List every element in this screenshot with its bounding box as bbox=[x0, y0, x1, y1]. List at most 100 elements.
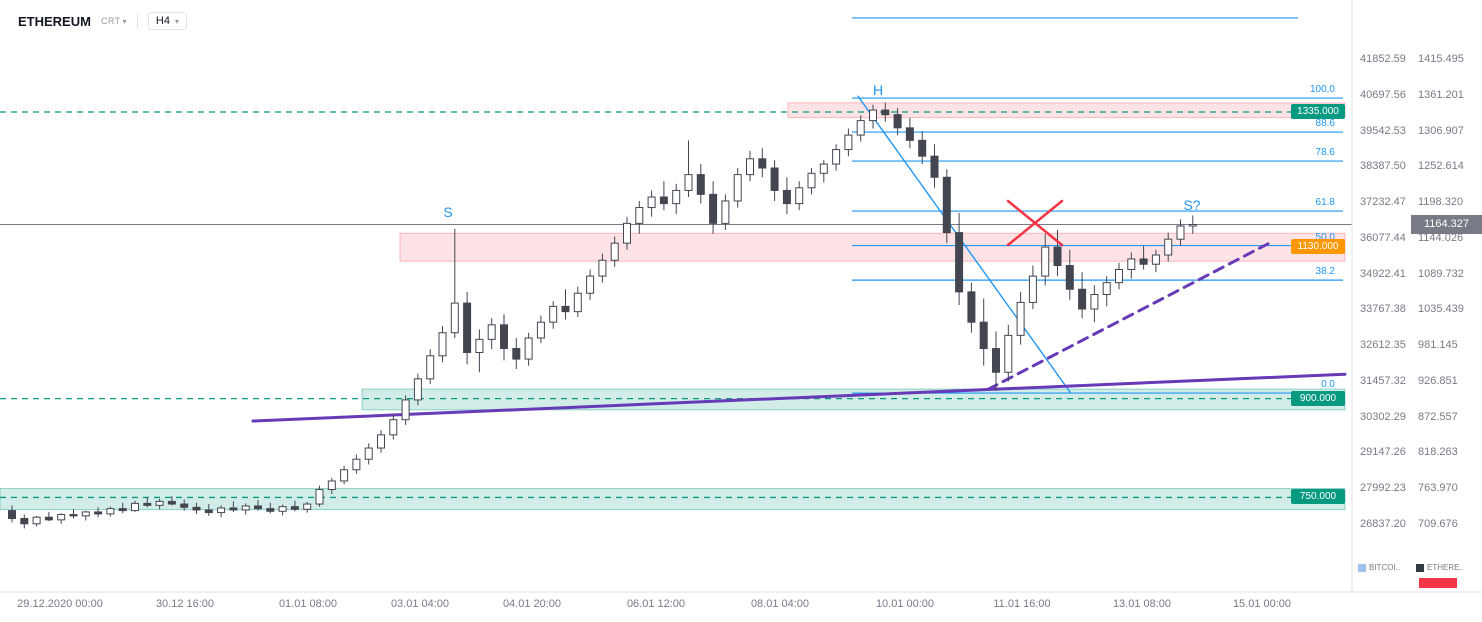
candle-down bbox=[69, 514, 78, 517]
current-price-badge: 1164.327 bbox=[1411, 214, 1482, 234]
candle-up bbox=[340, 469, 349, 482]
candle-up bbox=[869, 109, 877, 122]
candle-up bbox=[1041, 246, 1050, 277]
annotation-s-question[interactable]: S? bbox=[1183, 197, 1201, 213]
resistance-zone-1335[interactable] bbox=[787, 102, 1346, 119]
candle-down bbox=[44, 516, 53, 521]
candle-up bbox=[57, 514, 66, 521]
candle-up bbox=[586, 275, 595, 294]
candle-up bbox=[832, 149, 841, 165]
candle-up bbox=[819, 163, 828, 174]
candle-up bbox=[1127, 258, 1136, 270]
legend-item-ethereum[interactable]: ETHERE.. bbox=[1416, 563, 1464, 572]
support-zone-900[interactable] bbox=[361, 388, 1346, 411]
candle-up bbox=[524, 337, 533, 360]
candle-up bbox=[377, 434, 385, 449]
candle-down bbox=[967, 291, 976, 323]
support-zone-750[interactable] bbox=[0, 488, 1346, 511]
candle-up bbox=[610, 242, 619, 261]
ethereum-legend-swatch bbox=[1416, 563, 1424, 572]
toolbar: ETHEREUM CRT ▾ H4 ▾ bbox=[14, 10, 191, 32]
candle-down bbox=[942, 176, 951, 234]
candle-up bbox=[807, 172, 816, 189]
candle-up bbox=[844, 134, 853, 151]
candle-up bbox=[672, 189, 681, 205]
candle-up bbox=[598, 259, 607, 277]
interval-label: H4 bbox=[155, 15, 170, 27]
candle-up bbox=[856, 120, 865, 136]
chart-type-selector[interactable]: CRT ▾ bbox=[101, 16, 127, 26]
candle-down bbox=[192, 506, 201, 511]
candle-up bbox=[426, 355, 435, 380]
candle-down bbox=[94, 511, 103, 515]
candle-up bbox=[413, 378, 422, 401]
candle-up bbox=[241, 505, 250, 511]
candle-up bbox=[647, 196, 656, 209]
candle-down bbox=[167, 500, 176, 505]
candle-up bbox=[1102, 282, 1111, 296]
bitcoin-legend-label: BITCOI.. bbox=[1369, 563, 1401, 572]
candle-up bbox=[364, 447, 373, 460]
candle-down bbox=[512, 348, 521, 360]
candle-down bbox=[266, 508, 275, 512]
candle-up bbox=[401, 399, 410, 421]
candle-up bbox=[573, 292, 582, 313]
x-mark[interactable] bbox=[1006, 199, 1064, 247]
interval-selector[interactable]: H4 ▾ bbox=[147, 12, 187, 30]
candle-down bbox=[229, 507, 238, 511]
candle-down bbox=[893, 114, 902, 129]
chevron-down-icon: ▾ bbox=[174, 16, 179, 26]
annotation-s[interactable]: S bbox=[443, 204, 453, 220]
candle-up bbox=[733, 174, 742, 202]
candle-up bbox=[487, 324, 496, 340]
annotation-h[interactable]: H bbox=[872, 82, 884, 98]
candle-down bbox=[500, 324, 508, 350]
candle-down bbox=[881, 109, 890, 116]
candle-down bbox=[979, 321, 988, 350]
candle-down bbox=[118, 508, 127, 512]
candle-down bbox=[709, 193, 718, 224]
candle-up bbox=[1028, 275, 1037, 303]
recovery-trendline-dashed[interactable] bbox=[986, 242, 1270, 391]
candle-up bbox=[106, 508, 115, 515]
candle-down bbox=[1078, 288, 1087, 310]
downtrend-line[interactable] bbox=[857, 95, 1071, 393]
candle-up bbox=[450, 302, 459, 334]
candle-down bbox=[8, 510, 16, 520]
candle-up bbox=[536, 321, 545, 339]
candle-down bbox=[955, 232, 964, 293]
candle-up bbox=[746, 158, 754, 176]
candle-down bbox=[463, 302, 472, 353]
chart-type-label: CRT bbox=[100, 16, 121, 26]
candle-up bbox=[352, 458, 361, 471]
candle-down bbox=[930, 155, 939, 178]
candle-down bbox=[561, 305, 570, 313]
candle-up bbox=[327, 480, 336, 491]
candle-up bbox=[721, 200, 730, 224]
candle-down bbox=[1065, 265, 1074, 290]
candle-up bbox=[217, 507, 226, 514]
candle-up bbox=[1151, 254, 1160, 265]
candle-up bbox=[81, 511, 90, 517]
candle-up bbox=[475, 338, 484, 353]
resistance-zone-1130[interactable] bbox=[399, 232, 1346, 262]
candle-down bbox=[659, 196, 668, 205]
candle-down bbox=[1053, 246, 1062, 267]
candle-up bbox=[1016, 301, 1025, 336]
red-indicator-box bbox=[1419, 578, 1457, 588]
candle-up bbox=[1090, 294, 1099, 310]
candle-down bbox=[143, 502, 152, 506]
candle-down bbox=[204, 509, 213, 514]
legend-item-bitcoin[interactable]: BITCOI.. bbox=[1358, 563, 1400, 572]
candle-down bbox=[782, 189, 791, 205]
candle-up bbox=[1176, 225, 1185, 240]
candle-down bbox=[696, 174, 705, 195]
candle-up bbox=[1004, 334, 1013, 373]
long-term-trendline[interactable] bbox=[251, 372, 1347, 423]
candle-up bbox=[623, 222, 631, 244]
candle-up bbox=[684, 174, 693, 191]
candle-down bbox=[758, 158, 767, 169]
symbol-title[interactable]: ETHEREUM bbox=[18, 13, 91, 29]
